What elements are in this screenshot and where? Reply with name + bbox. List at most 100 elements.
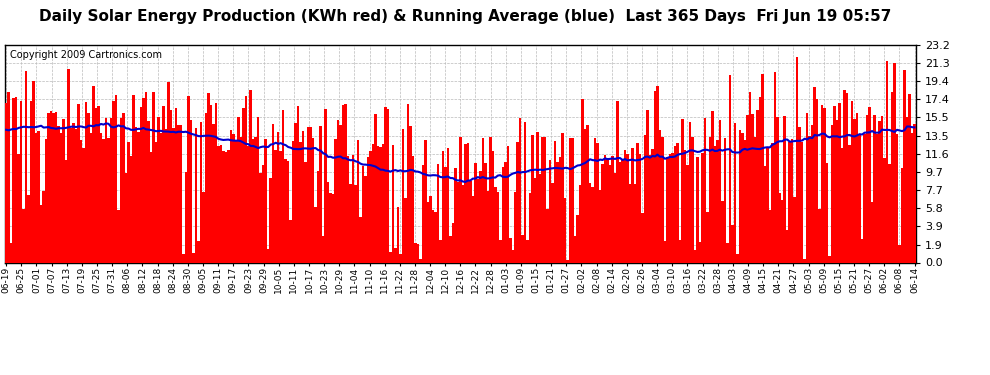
Bar [389,252,392,262]
Bar [182,254,184,262]
Bar [349,184,351,262]
Bar [559,157,561,262]
Bar [542,137,544,262]
Bar [648,155,651,262]
Bar [356,140,359,262]
Bar [215,104,217,262]
Bar [644,135,646,262]
Bar [394,248,397,262]
Bar [529,193,532,262]
Bar [335,139,337,262]
Bar [222,152,225,262]
Bar [639,153,642,262]
Bar [893,63,896,262]
Bar [128,142,130,262]
Bar [43,191,45,262]
Bar [15,97,18,262]
Bar [619,162,622,262]
Bar [474,163,476,262]
Bar [143,98,145,262]
Bar [177,125,179,262]
Bar [210,105,212,262]
Bar [908,93,911,262]
Bar [911,132,913,262]
Bar [242,108,245,262]
Bar [133,96,135,262]
Bar [737,254,739,262]
Bar [604,155,606,262]
Bar [461,185,464,262]
Bar [848,145,850,262]
Bar [773,72,776,262]
Bar [658,130,661,262]
Bar [853,119,856,262]
Bar [507,146,509,262]
Bar [148,122,149,262]
Bar [212,124,215,262]
Bar [484,164,486,262]
Bar [382,144,384,262]
Bar [581,99,584,262]
Bar [245,96,247,262]
Bar [863,134,866,262]
Bar [841,148,843,262]
Bar [427,202,429,262]
Bar [831,125,834,262]
Bar [686,165,689,262]
Bar [227,150,230,262]
Bar [517,142,519,262]
Bar [576,214,579,262]
Bar [307,127,310,262]
Bar [778,193,781,262]
Bar [876,134,878,262]
Bar [252,140,254,262]
Bar [82,148,85,262]
Bar [704,118,706,262]
Bar [492,152,494,262]
Bar [402,129,404,262]
Bar [75,129,77,262]
Bar [637,143,639,262]
Bar [454,168,456,262]
Bar [272,124,274,262]
Bar [192,253,195,262]
Bar [566,260,569,262]
Bar [440,240,442,262]
Bar [149,152,152,262]
Bar [342,105,345,262]
Bar [866,114,868,262]
Bar [796,57,799,262]
Bar [801,142,804,262]
Bar [67,69,70,262]
Bar [154,142,157,262]
Bar [249,90,252,262]
Bar [429,196,432,262]
Bar [422,165,424,262]
Bar [417,244,419,262]
Bar [494,187,497,262]
Bar [651,149,653,262]
Bar [574,236,576,262]
Bar [247,146,249,262]
Bar [102,139,105,262]
Bar [709,137,711,262]
Bar [486,190,489,262]
Bar [617,102,619,262]
Bar [476,179,479,262]
Bar [539,174,542,262]
Bar [361,165,364,262]
Bar [527,240,529,262]
Bar [138,132,140,262]
Bar [681,119,684,262]
Bar [596,144,599,262]
Bar [809,136,811,262]
Bar [614,173,617,262]
Bar [509,238,512,262]
Bar [826,162,829,262]
Bar [85,102,87,262]
Bar [721,201,724,262]
Bar [107,138,110,262]
Bar [284,159,287,262]
Bar [262,165,264,262]
Bar [45,139,48,262]
